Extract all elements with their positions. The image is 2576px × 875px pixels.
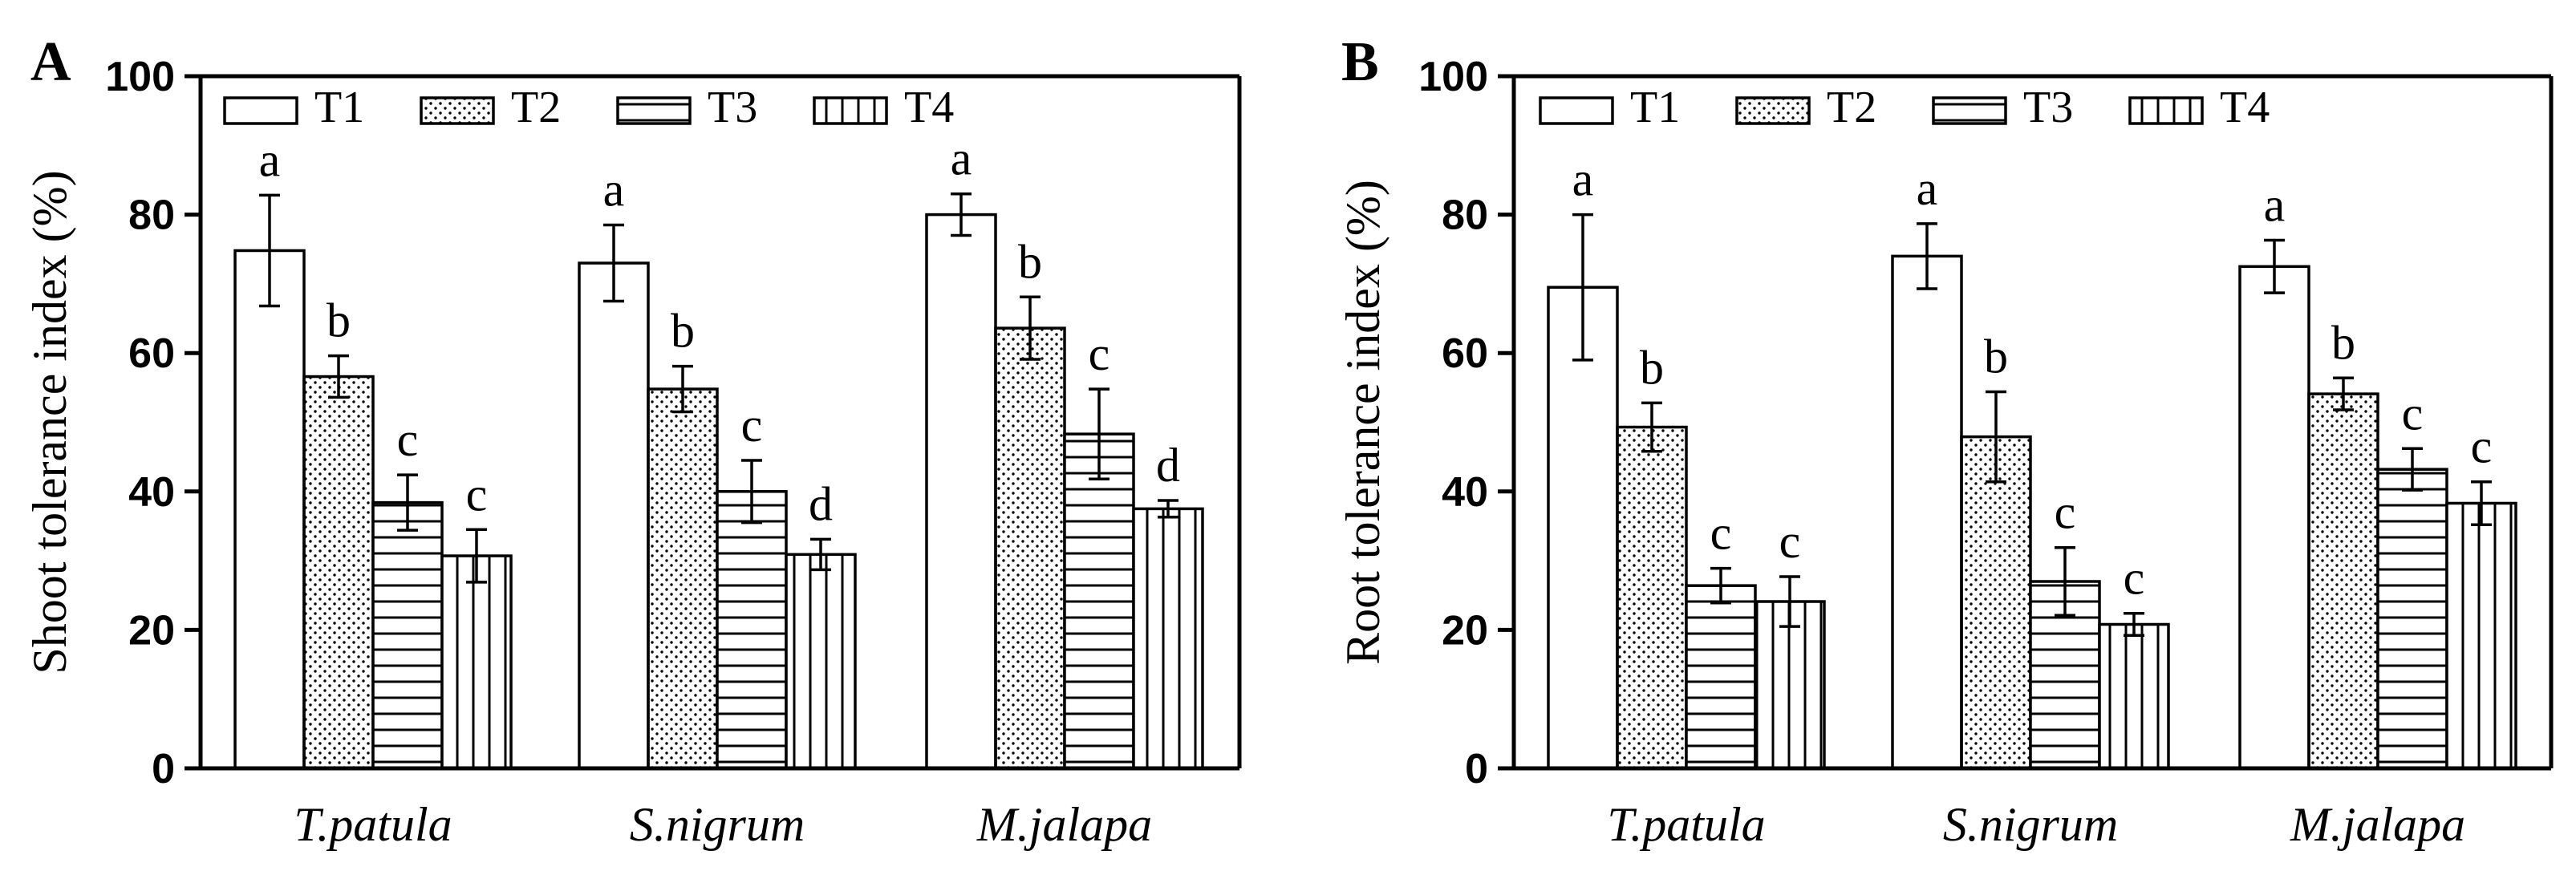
x-category-label: T.patula — [1607, 798, 1765, 851]
significance-letter: c — [397, 413, 419, 466]
bar-t1-1 — [1891, 254, 1963, 770]
significance-letter: b — [327, 294, 351, 347]
chart-panel-a: A Shoot tolerance index (%) 0 20 40 60 80 100 a a… — [23, 31, 1242, 851]
x-category-label: M.jalapa — [2290, 798, 2465, 851]
bar-t3-2 — [1063, 432, 1135, 770]
bar-t1-1 — [578, 261, 650, 770]
significance-letter: a — [951, 132, 972, 185]
y-tick-label: 100 — [1418, 54, 1488, 100]
legend-swatch-t4 — [813, 96, 888, 125]
significance-letter: d — [1156, 439, 1180, 492]
legend-label-t3: T3 — [708, 83, 757, 132]
x-category-label: S.nigrum — [630, 798, 805, 851]
legend-label-t1: T1 — [1630, 83, 1680, 132]
significance-letter: c — [466, 468, 488, 521]
chart-panel-b: B Root tolerance index (%) 0 20 40 60 80 100 a a a… — [1337, 31, 2554, 851]
significance-letter: c — [1779, 515, 1801, 568]
significance-letter: a — [259, 133, 281, 186]
significance-letter: c — [1710, 507, 1732, 560]
significance-letter: a — [2264, 179, 2286, 232]
y-tick-label: 80 — [1442, 192, 1488, 239]
significance-letter: c — [2055, 486, 2076, 539]
significance-letter: b — [2331, 316, 2355, 369]
legend-label-t1: T1 — [314, 83, 364, 132]
bar-t3-0 — [371, 500, 444, 770]
bar-t2-0 — [302, 375, 375, 770]
significance-letter: c — [741, 399, 763, 452]
legend-label-t4: T4 — [904, 83, 954, 132]
x-category-label: M.jalapa — [976, 798, 1152, 851]
legend-swatch-t3 — [616, 96, 692, 125]
y-tick-label: 60 — [128, 330, 175, 377]
bar-t2-1 — [647, 387, 719, 770]
bar-t4-1 — [2098, 622, 2170, 770]
bar-t1-2 — [925, 213, 997, 770]
bar-t4-2 — [1132, 507, 1204, 770]
x-category-label: S.nigrum — [1943, 798, 2118, 851]
bar-t2-0 — [1616, 425, 1688, 770]
bar-t2-2 — [2307, 392, 2379, 770]
significance-letter: a — [1572, 153, 1594, 206]
x-category-label: T.patula — [294, 798, 452, 851]
legend-swatch-t2 — [420, 96, 495, 125]
bar-t2-1 — [1960, 435, 2032, 770]
bar-t1-0 — [233, 249, 306, 770]
y-tick-label: 100 — [105, 54, 175, 100]
bar-t3-0 — [1685, 584, 1757, 770]
legend-swatch-t1 — [1539, 96, 1614, 125]
bar-t3-2 — [2376, 468, 2448, 770]
y-axis-label: Shoot tolerance index (%) — [23, 170, 76, 674]
legend-swatch-t3 — [1932, 96, 2007, 125]
significance-letter: c — [2471, 420, 2493, 473]
significance-letter: b — [1640, 341, 1664, 394]
y-tick-label: 60 — [1442, 330, 1488, 377]
bar-t3-1 — [716, 490, 788, 770]
panel-label: A — [30, 31, 71, 93]
y-tick-label: 0 — [152, 746, 175, 792]
significance-letter: a — [1917, 162, 1938, 215]
bar-t4-1 — [785, 553, 857, 770]
bar-t4-0 — [440, 554, 513, 770]
bar-t2-2 — [994, 326, 1066, 770]
legend-label-t3: T3 — [2023, 83, 2073, 132]
legend-swatch-t2 — [1735, 96, 1811, 125]
y-tick-label: 80 — [128, 192, 175, 239]
legend-swatch-t1 — [223, 96, 298, 125]
significance-letter: c — [2124, 552, 2145, 605]
significance-letter: a — [603, 164, 625, 217]
y-tick-label: 0 — [1465, 746, 1488, 792]
y-axis-label: Root tolerance index (%) — [1337, 180, 1389, 665]
significance-letter: d — [809, 477, 833, 530]
significance-letter: c — [2402, 387, 2424, 440]
bar-t4-2 — [2445, 501, 2517, 770]
y-tick-label: 40 — [128, 469, 175, 516]
legend-swatch-t4 — [2128, 96, 2204, 125]
y-tick-label: 40 — [1442, 469, 1488, 516]
legend-label-t4: T4 — [2220, 83, 2270, 132]
significance-letter: b — [1018, 235, 1042, 288]
y-tick-label: 20 — [128, 607, 175, 654]
legend-label-t2: T2 — [511, 83, 561, 132]
bar-t1-2 — [2238, 265, 2310, 770]
legend-label-t2: T2 — [1827, 83, 1876, 132]
panel-label: B — [1341, 31, 1379, 93]
significance-letter: b — [1984, 330, 2008, 383]
y-tick-label: 20 — [1442, 607, 1488, 654]
significance-letter: c — [1089, 327, 1110, 380]
significance-letter: b — [671, 305, 695, 358]
